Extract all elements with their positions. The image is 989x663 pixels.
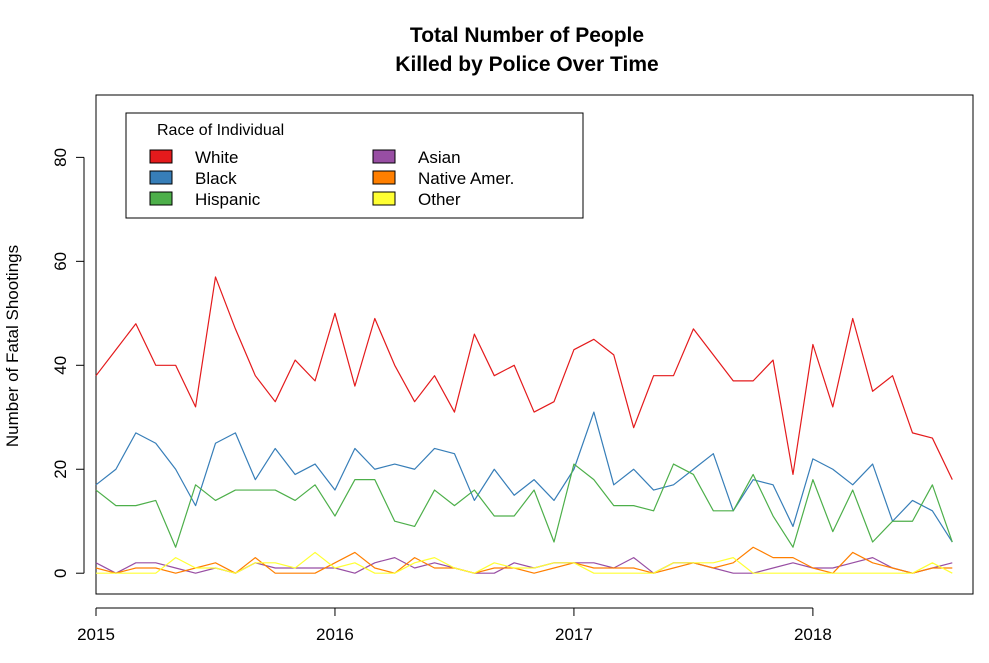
legend-box [125, 112, 584, 219]
series-line-native-amer [95, 546, 953, 574]
series-line-other [96, 551, 953, 574]
axes-group: 2015 2016 2017 2018 0 20 40 60 80 [51, 148, 832, 644]
series-line-hispanic [95, 463, 953, 548]
legend-item-label: Native Amer. [418, 169, 514, 188]
legend-item-label: Black [195, 169, 237, 188]
x-tick-label: 2017 [555, 625, 593, 644]
legend-title: Race of Individual [157, 122, 284, 139]
y-tick-label: 40 [51, 356, 70, 375]
y-tick-label: 0 [51, 568, 70, 577]
y-axis-label: Number of Fatal Shootings [3, 245, 22, 447]
legend: Race of Individual White Black Hispanic Asia… [125, 112, 584, 219]
legend-item-label: Asian [418, 148, 461, 167]
chart-title-line-2: Killed by Police Over Time [395, 53, 658, 76]
chart-title-line-1: Total Number of People [410, 24, 644, 47]
legend-swatch [149, 191, 173, 206]
legend-item-label: Other [418, 190, 461, 209]
x-tick-label: 2018 [794, 625, 832, 644]
series-group [95, 276, 953, 574]
legend-item-label: Hispanic [195, 190, 261, 209]
x-tick-label: 2016 [316, 625, 354, 644]
legend-swatch [149, 170, 173, 185]
y-tick-label: 80 [51, 148, 70, 167]
series-line-white [95, 276, 953, 480]
legend-swatch [372, 191, 396, 206]
y-tick-label: 20 [51, 460, 70, 479]
legend-swatch [149, 149, 173, 164]
x-tick-label: 2015 [77, 625, 115, 644]
series-line-black [95, 411, 953, 543]
legend-swatch [372, 149, 396, 164]
y-tick-label: 60 [51, 252, 70, 271]
legend-item-label: White [195, 148, 238, 167]
legend-swatch [372, 170, 396, 185]
plot-frame [95, 94, 974, 595]
